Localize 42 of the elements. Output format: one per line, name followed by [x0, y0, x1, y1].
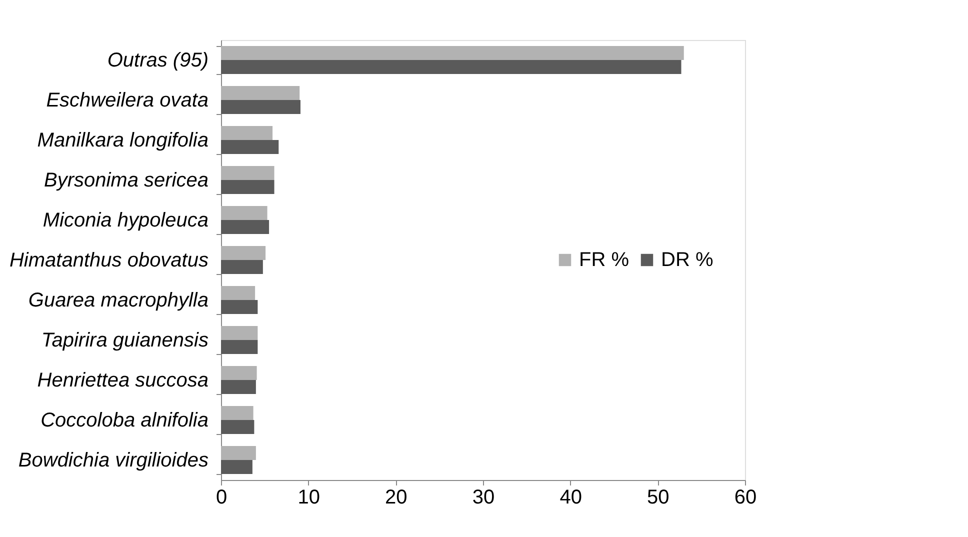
- bar: [221, 140, 279, 154]
- x-tick-label: 40: [560, 486, 582, 508]
- bar: [221, 406, 254, 420]
- y-tick-label: Eschweilera ovata: [46, 90, 208, 112]
- bar: [221, 460, 252, 474]
- bar: [221, 180, 274, 194]
- bar: [221, 126, 273, 140]
- bar: [221, 380, 256, 394]
- bar: [221, 86, 300, 100]
- x-tick-label: 30: [472, 486, 495, 508]
- bar: [221, 300, 258, 314]
- bar: [221, 60, 682, 74]
- bar: [221, 326, 258, 340]
- y-tick-label: Coccoloba alnifolia: [40, 410, 208, 432]
- x-tick-label: 50: [647, 486, 670, 508]
- legend-label: FR %: [579, 249, 630, 271]
- y-tick-label: Bowdichia virgilioides: [18, 450, 208, 472]
- y-tick-label: Miconia hypoleuca: [42, 210, 208, 232]
- y-tick-label: Byrsonima sericea: [44, 170, 208, 192]
- y-tick-label: Tapirira guianensis: [41, 330, 208, 352]
- bar: [221, 220, 270, 234]
- y-tick-label: Henriettea succosa: [37, 370, 208, 392]
- bar: [221, 340, 258, 354]
- y-tick-label: Himatanthus obovatus: [9, 250, 208, 272]
- bar: [221, 166, 274, 180]
- bar: [221, 246, 266, 260]
- y-tick-label: Outras (95): [107, 50, 208, 72]
- x-tick-label: 20: [385, 486, 408, 508]
- x-tick-label: 60: [734, 486, 757, 508]
- bar: [221, 206, 268, 220]
- x-tick-label: 10: [298, 486, 320, 508]
- bar: [221, 446, 256, 460]
- bar: [221, 366, 257, 380]
- bar: [221, 286, 256, 300]
- legend-label: DR %: [661, 249, 714, 271]
- y-tick-label: Guarea macrophylla: [28, 290, 208, 312]
- x-tick-label: 0: [216, 486, 228, 508]
- bar: [221, 260, 263, 274]
- bar: [221, 100, 300, 114]
- bar: [221, 420, 254, 434]
- y-tick-label: Manilkara longifolia: [37, 130, 208, 152]
- bar: [221, 46, 684, 60]
